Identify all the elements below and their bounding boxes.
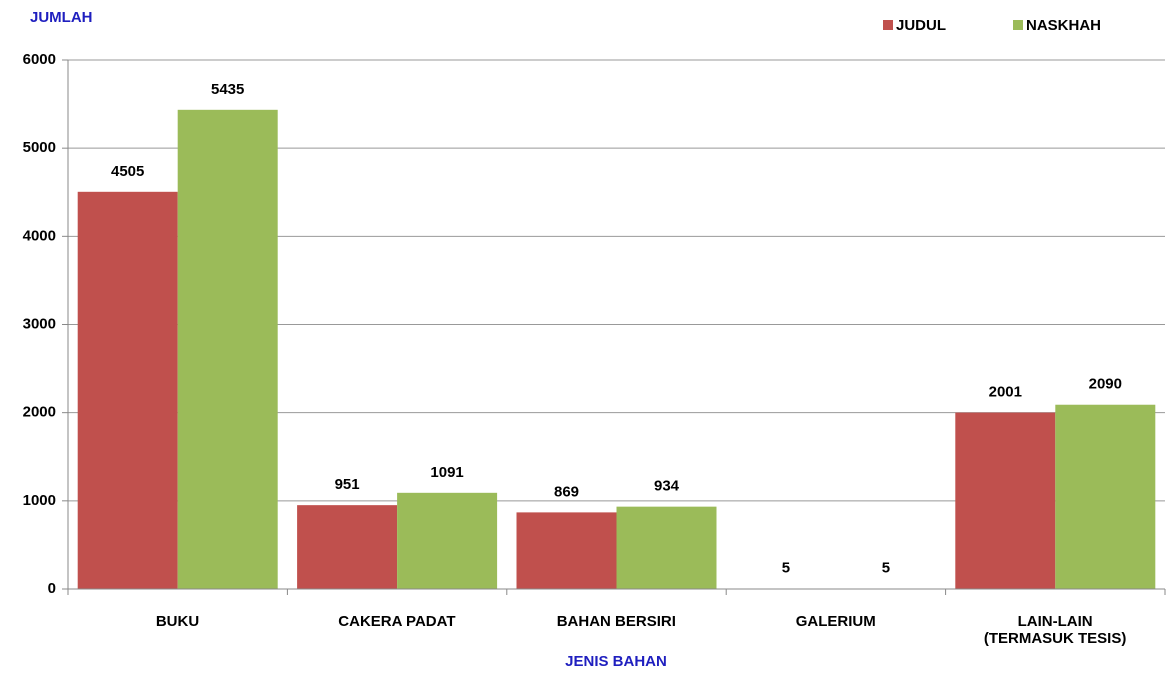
value-label: 2090 xyxy=(1089,376,1122,393)
value-label: 5435 xyxy=(211,81,244,98)
legend-swatch xyxy=(883,20,893,30)
x-tick-label: BUKU xyxy=(155,613,200,630)
y-tick-label: 1000 xyxy=(23,492,56,509)
y-tick-label: 4000 xyxy=(23,227,56,244)
bar xyxy=(516,512,617,589)
bar xyxy=(616,506,717,589)
value-label: 951 xyxy=(335,476,360,493)
x-axis-title: JENIS BAHAN xyxy=(565,653,667,670)
legend-label: JUDUL xyxy=(896,17,946,34)
value-label: 869 xyxy=(554,483,579,500)
value-label: 5 xyxy=(782,560,790,577)
x-tick-label: LAIN-LAIN (TERMASUK TESIS) xyxy=(983,613,1127,647)
bar xyxy=(297,505,398,589)
y-tick-label: 0 xyxy=(48,580,56,597)
bar xyxy=(177,109,278,590)
y-tick-label: 6000 xyxy=(23,51,56,68)
value-label: 5 xyxy=(882,560,890,577)
x-tick-label: GALERIUM xyxy=(795,613,876,630)
x-tick-label: CAKERA PADAT xyxy=(338,613,456,630)
value-label: 934 xyxy=(654,478,680,495)
y-axis-title: JUMLAH xyxy=(30,9,93,26)
bar xyxy=(1055,404,1156,589)
y-tick-label: 2000 xyxy=(23,404,56,421)
legend-swatch xyxy=(1013,20,1023,30)
bar xyxy=(955,412,1056,589)
value-label: 4505 xyxy=(111,163,144,180)
value-label: 2001 xyxy=(989,384,1022,401)
legend-label: NASKHAH xyxy=(1026,17,1101,34)
bar xyxy=(397,492,498,589)
value-label: 1091 xyxy=(430,464,463,481)
y-tick-label: 3000 xyxy=(23,315,56,332)
x-tick-label: BAHAN BERSIRI xyxy=(556,613,676,630)
bar xyxy=(77,191,178,589)
y-tick-label: 5000 xyxy=(23,139,56,156)
